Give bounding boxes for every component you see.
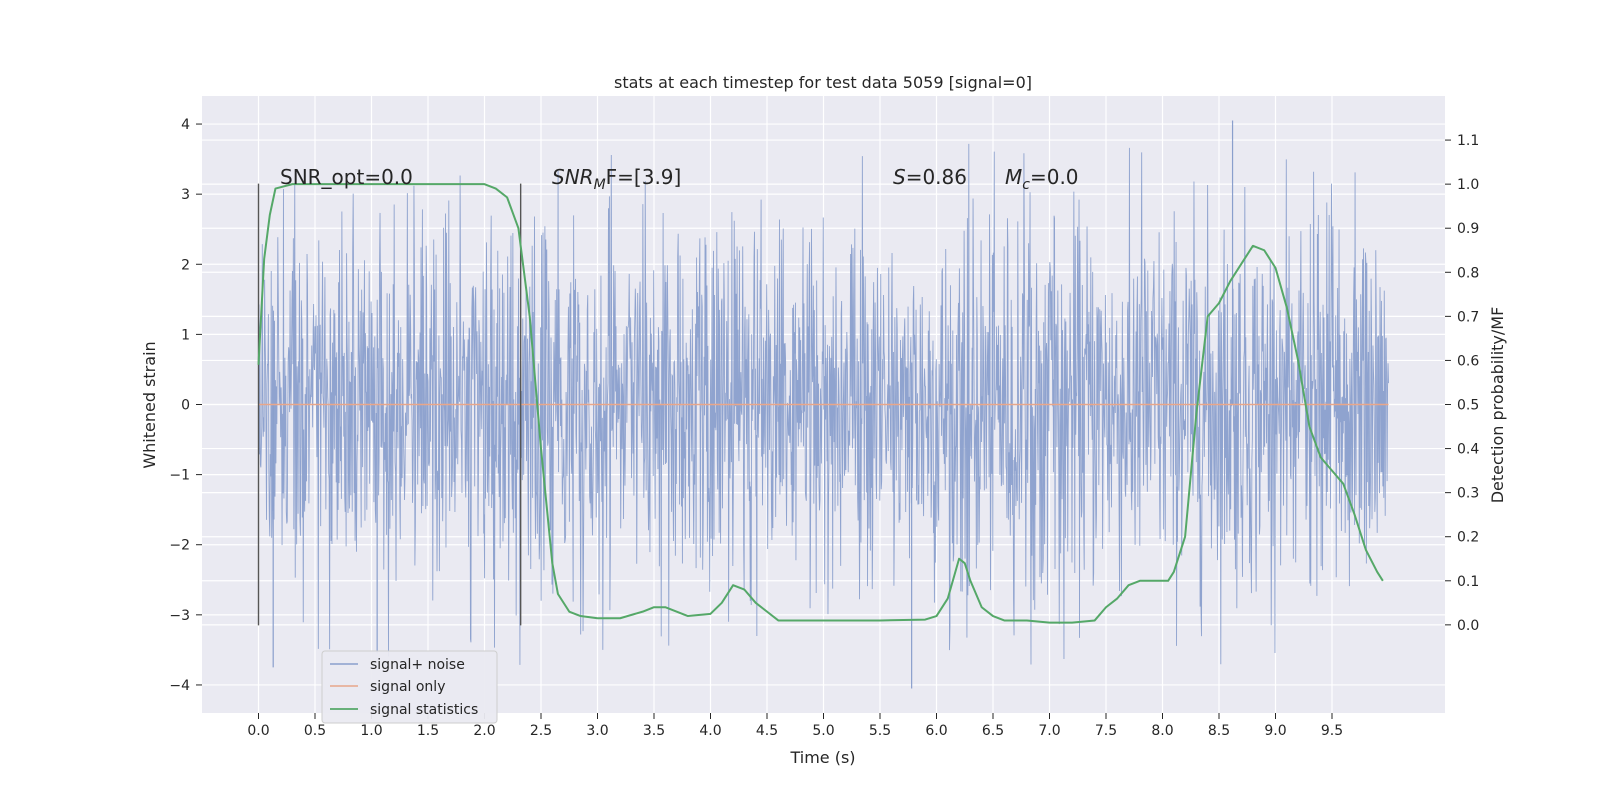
y2-tick-label: 0.2 <box>1457 530 1479 546</box>
series-signal-plus-noise <box>258 120 1389 689</box>
x-tick-label: 8.0 <box>1151 723 1173 739</box>
x-tick-label: 3.0 <box>586 723 608 739</box>
y-axis-label: Whitened strain <box>140 341 159 468</box>
mc-label: M <box>1005 165 1022 189</box>
vertical-markers <box>257 183 522 626</box>
legend-label-signal-only: signal only <box>370 679 445 695</box>
y-tick-label: −2 <box>169 538 190 554</box>
x-tick-label: 4.0 <box>699 723 721 739</box>
x-tick-label: 7.5 <box>1095 723 1117 739</box>
y-tick-labels: −4 −3 −2 −1 0 1 2 3 4 <box>169 117 202 694</box>
mc-sub: c <box>1022 177 1030 193</box>
mc-value: =0.0 <box>1030 165 1079 189</box>
x-tick-label: 0.0 <box>247 723 269 739</box>
annotation-s: S=0.86 <box>893 165 967 189</box>
y2-tick-label: 1.0 <box>1457 177 1479 193</box>
y2-tick-label: 0.8 <box>1457 265 1479 281</box>
x-tick-label: 5.0 <box>812 723 834 739</box>
series-signal-statistics <box>257 183 1384 624</box>
snr-mf-sub: M <box>594 177 606 193</box>
signal-statistics-curve <box>257 183 1384 624</box>
legend-box <box>321 650 498 724</box>
y2-tick-label: 0.3 <box>1457 486 1479 502</box>
x-tick-label: 2.5 <box>530 723 552 739</box>
y2-tick-label: 0.4 <box>1457 442 1479 458</box>
x-tick-label: 1.5 <box>417 723 439 739</box>
annotation-snr-mf: SNRMF=[3.9] <box>552 165 681 193</box>
annotation-mc: Mc=0.0 <box>1005 165 1079 193</box>
legend-label-signal-statistics: signal statistics <box>370 702 478 718</box>
s-value: =0.86 <box>906 165 967 189</box>
x-tick-label: 1.0 <box>360 723 382 739</box>
noise-trace <box>258 143 1389 665</box>
y2-tick-label: 0.6 <box>1457 353 1479 369</box>
x-tick-labels: 0.0 0.5 1.0 1.5 2.0 2.5 3.0 3.5 4.0 4.5 5.0 5.5 6.0 6… <box>247 713 1343 739</box>
x-tick-label: 7.0 <box>1038 723 1060 739</box>
x-tick-label: 9.0 <box>1264 723 1286 739</box>
x-tick-label: 6.5 <box>982 723 1004 739</box>
y2-tick-label: 0.9 <box>1457 221 1479 237</box>
y2-axis-label: Detection probability/MF <box>1488 307 1507 504</box>
x-tick-label: 4.5 <box>756 723 778 739</box>
annotation-snr-opt: SNR_opt=0.0 <box>280 165 413 189</box>
y-tick-label: −1 <box>169 468 190 484</box>
y-tick-label: −4 <box>169 678 190 694</box>
y2-tick-label: 0.5 <box>1457 398 1479 414</box>
legend-label-signal-plus-noise: signal+ noise <box>370 657 465 673</box>
x-tick-label: 0.5 <box>304 723 326 739</box>
x-tick-label: 6.0 <box>925 723 947 739</box>
chart-title: stats at each timestep for test data 505… <box>614 73 1032 92</box>
legend: signal+ noise signal only signal statist… <box>321 650 498 724</box>
y2-tick-label: 0.7 <box>1457 309 1479 325</box>
snr-mf-main: SNR <box>552 165 594 189</box>
x-axis-label: Time (s) <box>789 748 855 767</box>
y-tick-label: 0 <box>181 398 190 414</box>
y-tick-label: −3 <box>169 608 190 624</box>
x-tick-label: 3.5 <box>643 723 665 739</box>
y-tick-label: 2 <box>181 257 190 273</box>
s-label: S <box>893 165 906 189</box>
y2-tick-labels: 0.0 0.1 0.2 0.3 0.4 0.5 0.6 0.7 0.8 0.9 1.0 1.1 <box>1445 133 1479 634</box>
y2-tick-label: 0.1 <box>1457 574 1479 590</box>
y-tick-label: 1 <box>181 327 190 343</box>
x-tick-label: 9.5 <box>1321 723 1343 739</box>
y2-tick-label: 0.0 <box>1457 618 1479 634</box>
x-tick-label: 8.5 <box>1208 723 1230 739</box>
x-tick-label: 2.0 <box>473 723 495 739</box>
snr-mf-rest: F=[3.9] <box>606 165 682 189</box>
y-tick-label: 3 <box>181 187 190 203</box>
y2-tick-label: 1.1 <box>1457 133 1479 149</box>
y-tick-label: 4 <box>181 117 190 133</box>
x-tick-label: 5.5 <box>869 723 891 739</box>
